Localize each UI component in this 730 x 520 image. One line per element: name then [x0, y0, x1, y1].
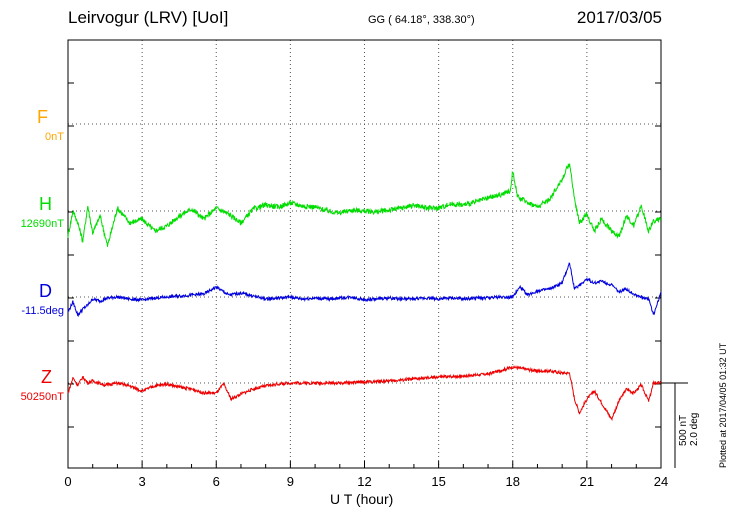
x-tick-label-18: 18	[506, 474, 520, 489]
x-tick-label-0: 0	[64, 474, 71, 489]
channel-f-letter: F	[37, 107, 48, 127]
scale-bar	[661, 382, 688, 468]
traces	[67, 163, 662, 422]
geographic-coords: GG ( 64.18°, 338.30°)	[368, 14, 475, 26]
trace-h	[67, 163, 662, 247]
channel-z-letter: Z	[41, 367, 52, 387]
x-tick-label-9: 9	[287, 474, 294, 489]
plotted-timestamp: Plotted at 2017/04/05 01:32 UT	[718, 342, 728, 468]
channel-f-baseline: 0nT	[45, 131, 64, 143]
x-tick-label-24: 24	[654, 474, 668, 489]
trace-z	[67, 365, 662, 422]
x-tick-label-6: 6	[213, 474, 220, 489]
x-axis-label: U T (hour)	[330, 491, 394, 507]
scale-deg-label: 2.0 deg	[689, 412, 700, 446]
x-tick-label-3: 3	[139, 474, 146, 489]
station-title: Leirvogur (LRV) [UoI]	[68, 8, 229, 27]
trace-d	[67, 262, 662, 318]
x-tick-label-12: 12	[357, 474, 371, 489]
channel-d-letter: D	[39, 281, 52, 301]
channel-z-baseline: 50250nT	[20, 391, 64, 403]
x-tick-label-21: 21	[580, 474, 594, 489]
grid-lines	[68, 40, 661, 468]
x-ticks: 0 3 6 9 12 15 18 21 24	[64, 461, 668, 489]
plot-date: 2017/03/05	[576, 8, 662, 27]
x-tick-label-15: 15	[431, 474, 445, 489]
scale-nt-label: 500 nT	[678, 414, 689, 446]
channel-d-baseline: -11.5deg	[21, 305, 64, 317]
channel-h-letter: H	[39, 194, 52, 214]
channel-h-baseline: 12690nT	[20, 218, 64, 230]
